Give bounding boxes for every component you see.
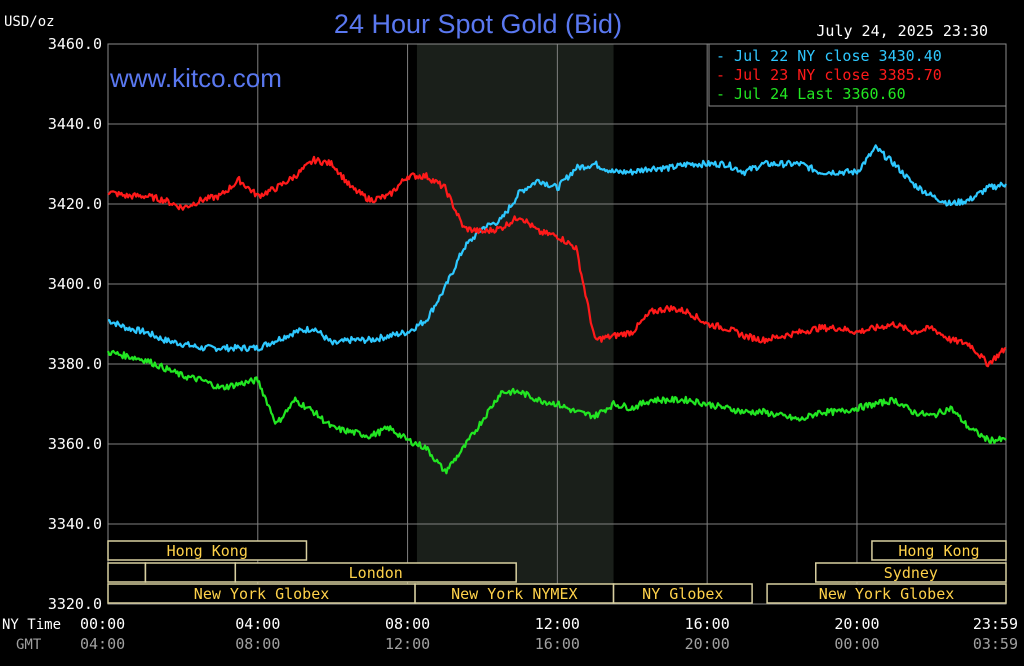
session-box	[234, 562, 517, 583]
session-label: London	[349, 564, 403, 582]
y-tick-label: 3440.0	[48, 115, 102, 133]
session-label: New York Globex	[819, 585, 954, 603]
y-axis-ticks: 3460.0 3440.0 3420.0 3400.0 3380.0 3360.0 3340…	[48, 35, 102, 613]
session-box	[107, 540, 308, 561]
nymex-session-shading	[416, 44, 614, 604]
y-tick-label: 3400.0	[48, 275, 102, 293]
x-axis-ticks: 00:00 04:00 04:00 08:00 08:00 12:00 12:00 16:00…	[80, 615, 1018, 653]
x-tick-ny-label: 23:59	[973, 615, 1018, 633]
x-tick-ny-label: 00:00	[80, 615, 125, 633]
series-line-jul24	[106, 349, 1007, 475]
market-sessions: Hong Kong Hong Kong London Sydney New York G…	[107, 540, 1007, 604]
unit-label: USD/oz	[4, 14, 55, 30]
session-label: New York Globex	[194, 585, 329, 603]
y-tick-label: 3340.0	[48, 515, 102, 533]
x-tick-ny-label: 04:00	[235, 615, 280, 633]
x-axis-ny-time-label: NY Time	[2, 617, 61, 633]
session-box	[871, 540, 1007, 561]
x-tick-gmt-label: 12:00	[385, 635, 430, 653]
session-label: Hong Kong	[167, 542, 248, 560]
session-label: New York NYMEX	[451, 585, 577, 603]
session-label: Sydney	[884, 564, 938, 582]
watermark-url: www.kitco.com	[109, 63, 282, 93]
session-box	[144, 562, 237, 583]
x-tick-ny-label: 12:00	[535, 615, 580, 633]
session-label: Hong Kong	[898, 542, 979, 560]
y-tick-label: 3360.0	[48, 435, 102, 453]
legend-box	[708, 43, 1007, 107]
x-tick-gmt-label: 03:59	[973, 635, 1018, 653]
session-label: NY Globex	[642, 585, 723, 603]
y-tick-label: 3320.0	[48, 595, 102, 613]
x-tick-ny-label: 16:00	[685, 615, 730, 633]
x-tick-gmt-label: 16:00	[535, 635, 580, 653]
x-tick-gmt-label: 20:00	[685, 635, 730, 653]
x-tick-gmt-label: 00:00	[834, 635, 879, 653]
session-box	[612, 583, 753, 604]
x-tick-ny-label: 08:00	[385, 615, 430, 633]
y-tick-label: 3420.0	[48, 195, 102, 213]
x-axis-gmt-label: GMT	[16, 637, 42, 653]
session-box	[815, 562, 1007, 583]
y-tick-label: 3380.0	[48, 355, 102, 373]
legend-entry-jul22: - Jul 22 NY close 3430.40	[716, 47, 942, 65]
chart-title: 24 Hour Spot Gold (Bid)	[334, 9, 622, 39]
legend-entry-jul24: - Jul 24 Last 3360.60	[716, 85, 906, 103]
timestamp-label: July 24, 2025 23:30	[816, 22, 988, 40]
x-tick-gmt-label: 08:00	[235, 635, 280, 653]
series-line-jul22	[107, 144, 1007, 353]
plot-border	[107, 43, 1007, 605]
legend: - Jul 22 NY close 3430.40- Jul 23 NY clo…	[708, 43, 1007, 107]
x-tick-gmt-label: 04:00	[80, 635, 125, 653]
x-tick-ny-label: 20:00	[834, 615, 879, 633]
legend-entry-jul23: - Jul 23 NY close 3385.70	[716, 66, 942, 84]
series-line-jul23	[107, 155, 1007, 368]
session-box	[107, 562, 147, 583]
price-series	[106, 144, 1007, 475]
y-tick-label: 3460.0	[48, 35, 102, 53]
session-box	[766, 583, 1007, 604]
